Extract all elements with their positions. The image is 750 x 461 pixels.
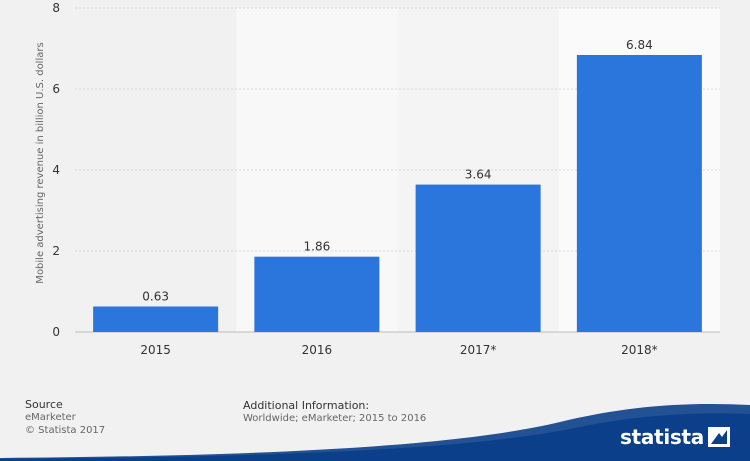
x-tick-label: 2018* bbox=[621, 343, 658, 357]
y-tick-label: 0 bbox=[52, 325, 60, 339]
bars bbox=[93, 54, 702, 332]
bar bbox=[254, 256, 380, 332]
y-axis-ticks: 0 2 4 6 8 bbox=[52, 1, 60, 339]
data-label: 3.64 bbox=[465, 168, 492, 182]
additional-info-title: Additional Information: bbox=[243, 399, 370, 412]
bar-chart: 0 2 4 6 8 0.63 1.86 3.64 6.84 2015 2016 2017* 2018… bbox=[35, 1, 720, 357]
y-tick-label: 8 bbox=[52, 1, 60, 15]
y-tick-label: 4 bbox=[52, 163, 60, 177]
source-block: Source eMarketer © Statista 2017 bbox=[25, 398, 105, 437]
bar bbox=[415, 184, 541, 332]
bar bbox=[576, 54, 702, 332]
additional-info-text: Worldwide; eMarketer; 2015 to 2016 bbox=[243, 413, 427, 424]
bar bbox=[93, 306, 219, 332]
x-tick-label: 2017* bbox=[460, 343, 497, 357]
x-tick-label: 2015 bbox=[140, 343, 171, 357]
y-tick-label: 2 bbox=[52, 244, 60, 258]
source-title: Source bbox=[25, 398, 63, 411]
y-axis-label: Mobile advertising revenue in billion U.… bbox=[35, 42, 46, 283]
statista-logo-icon bbox=[708, 427, 730, 447]
data-label: 6.84 bbox=[626, 38, 653, 52]
copyright: © Statista 2017 bbox=[25, 425, 106, 436]
data-label: 1.86 bbox=[304, 240, 331, 254]
y-tick-label: 6 bbox=[52, 82, 60, 96]
x-tick-label: 2016 bbox=[302, 343, 333, 357]
brand-name: statista bbox=[620, 425, 704, 449]
additional-info-block: Additional Information: Worldwide; eMark… bbox=[243, 399, 426, 425]
source-name: eMarketer bbox=[25, 412, 76, 423]
data-labels: 0.63 1.86 3.64 6.84 bbox=[142, 38, 652, 304]
data-label: 0.63 bbox=[142, 289, 169, 303]
statista-logo: statista bbox=[620, 425, 704, 449]
x-axis-ticks: 2015 2016 2017* 2018* bbox=[140, 343, 657, 357]
